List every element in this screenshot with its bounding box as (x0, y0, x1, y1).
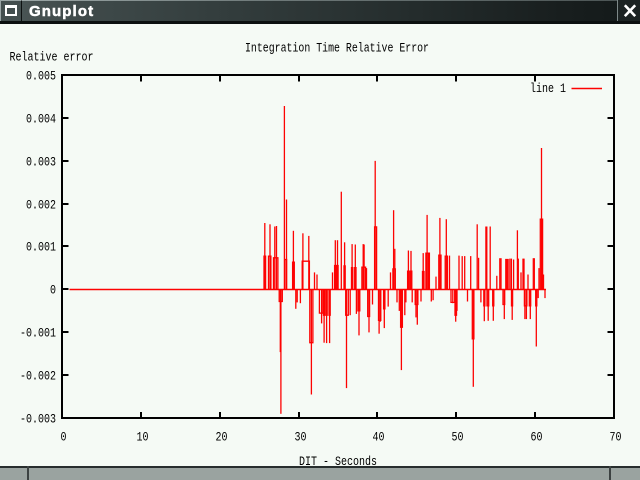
svg-text:DIT - Seconds: DIT - Seconds (299, 454, 377, 469)
svg-text:20: 20 (216, 430, 228, 445)
svg-text:-0.002: -0.002 (20, 369, 56, 384)
svg-text:0.001: 0.001 (26, 240, 56, 255)
svg-text:40: 40 (373, 430, 385, 445)
svg-text:0.004: 0.004 (26, 112, 56, 127)
svg-text:10: 10 (137, 430, 149, 445)
svg-text:60: 60 (531, 430, 543, 445)
svg-text:0: 0 (61, 430, 67, 445)
svg-text:Relative error: Relative error (10, 50, 94, 65)
svg-text:0: 0 (50, 283, 56, 298)
svg-text:-0.003: -0.003 (20, 412, 56, 427)
svg-text:line 1: line 1 (530, 81, 566, 96)
svg-text:Integration Time Relative Erro: Integration Time Relative Error (245, 41, 429, 56)
svg-text:-0.001: -0.001 (20, 326, 56, 341)
svg-text:0.002: 0.002 (26, 198, 56, 213)
svg-text:50: 50 (452, 430, 464, 445)
svg-text:30: 30 (295, 430, 307, 445)
svg-text:70: 70 (610, 430, 622, 445)
svg-text:0.005: 0.005 (26, 69, 56, 84)
svg-text:0.003: 0.003 (26, 155, 56, 170)
